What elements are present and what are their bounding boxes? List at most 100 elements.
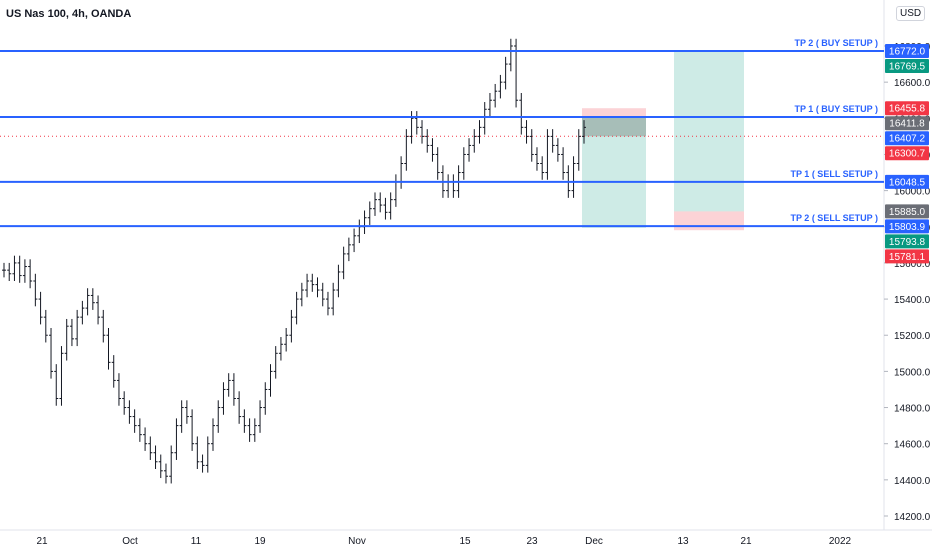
price-bar xyxy=(116,373,121,406)
price-bar xyxy=(346,237,351,262)
price-bar xyxy=(278,337,283,361)
y-tick-label: 14600.0 xyxy=(894,440,931,451)
price-bar xyxy=(294,291,299,325)
price-bar xyxy=(425,129,430,153)
horizontal-line-label: TP 2 ( SELL SETUP ) xyxy=(790,213,878,223)
price-bar xyxy=(372,192,377,216)
price-label-badge xyxy=(885,174,929,189)
price-label-badge xyxy=(885,219,929,234)
price-bar xyxy=(357,219,362,244)
chart-title: US Nas 100, 4h, OANDA xyxy=(6,8,132,20)
price-bar xyxy=(336,264,341,298)
price-bar xyxy=(43,309,48,343)
x-tick-label: 23 xyxy=(526,536,538,547)
horizontal-line-label: TP 1 ( BUY SETUP ) xyxy=(794,104,878,114)
price-bar xyxy=(514,38,519,108)
price-bar xyxy=(28,259,33,289)
price-bar xyxy=(96,295,101,325)
price-bar xyxy=(237,391,242,424)
y-tick-label: 14400.0 xyxy=(894,476,931,487)
price-label-text: 16048.5 xyxy=(889,177,926,188)
x-tick-label: 21 xyxy=(740,536,752,547)
price-label-text: 16407.2 xyxy=(889,134,926,145)
price-bar xyxy=(158,454,163,479)
y-tick-label: 15600.0 xyxy=(894,259,931,270)
price-bar xyxy=(7,262,12,281)
y-tick-label: 16000.0 xyxy=(894,187,931,198)
price-bar xyxy=(571,156,576,198)
horizontal-line-label: TP 1 ( SELL SETUP ) xyxy=(790,169,878,179)
price-label-text: 16300.7 xyxy=(889,149,926,160)
price-bar xyxy=(54,364,59,406)
price-bar xyxy=(315,277,320,298)
price-bar xyxy=(524,120,529,144)
price-bar xyxy=(195,436,200,469)
price-bar xyxy=(414,111,419,135)
price-bar xyxy=(299,282,304,307)
x-tick-label: Nov xyxy=(348,536,366,547)
price-bar xyxy=(284,328,289,352)
price-label-badge xyxy=(885,131,929,146)
price-bar xyxy=(362,210,367,234)
y-tick-label: 15000.0 xyxy=(894,367,931,378)
price-bar xyxy=(169,445,174,484)
price-label-text: 16411.8 xyxy=(889,119,925,130)
short-progress-zone xyxy=(582,116,646,137)
price-bar xyxy=(399,156,404,189)
price-bar xyxy=(482,102,487,135)
price-bar xyxy=(383,197,388,220)
x-tick-label: 19 xyxy=(254,536,266,547)
price-bar xyxy=(493,83,498,108)
price-bar xyxy=(216,400,221,433)
price-bar xyxy=(268,364,273,397)
price-label-text: 15781.1 xyxy=(889,252,926,263)
price-bar xyxy=(69,318,74,347)
x-tick-label: 2022 xyxy=(829,536,852,547)
price-bar xyxy=(221,382,226,415)
price-bar xyxy=(174,418,179,460)
short-stop-zone[interactable] xyxy=(582,108,646,137)
price-bar xyxy=(430,138,435,162)
price-bar xyxy=(59,346,64,406)
price-bar xyxy=(17,255,22,283)
x-tick-label: Oct xyxy=(122,536,138,547)
price-label-badge xyxy=(885,234,929,249)
price-bar xyxy=(231,373,236,406)
price-bar xyxy=(446,174,451,198)
price-bar xyxy=(305,273,310,298)
long-stop-zone[interactable] xyxy=(674,211,744,231)
price-bar xyxy=(184,400,189,424)
price-bar xyxy=(33,273,38,307)
long-target-zone[interactable] xyxy=(674,51,744,212)
price-bar xyxy=(258,400,263,433)
price-bar xyxy=(378,192,383,213)
price-bar xyxy=(388,192,393,220)
price-label-text: 15793.8 xyxy=(889,237,926,248)
price-bar xyxy=(205,436,210,473)
price-bar xyxy=(540,156,545,180)
price-bar xyxy=(409,111,414,144)
price-bar xyxy=(190,409,195,451)
y-tick-label: 15200.0 xyxy=(894,331,931,342)
currency-label[interactable]: USD xyxy=(896,6,926,21)
x-tick-label: 21 xyxy=(36,536,48,547)
price-bar xyxy=(550,129,555,153)
price-bar xyxy=(545,129,550,180)
price-bar xyxy=(310,273,315,292)
price-bar xyxy=(122,391,127,415)
price-bar xyxy=(132,409,137,433)
price-label-text: 16772.0 xyxy=(889,47,926,58)
x-tick-label: 13 xyxy=(677,536,689,547)
price-bar xyxy=(576,129,581,171)
price-bar xyxy=(263,382,268,415)
price-bar xyxy=(472,129,477,153)
price-bar xyxy=(111,355,116,388)
y-tick-label: 16600.0 xyxy=(894,78,931,89)
price-bar xyxy=(325,291,330,316)
price-label-badge xyxy=(885,204,929,219)
price-bar xyxy=(503,56,508,90)
price-bar xyxy=(242,409,247,433)
x-tick-label: 11 xyxy=(191,536,202,547)
price-bar xyxy=(582,120,586,144)
